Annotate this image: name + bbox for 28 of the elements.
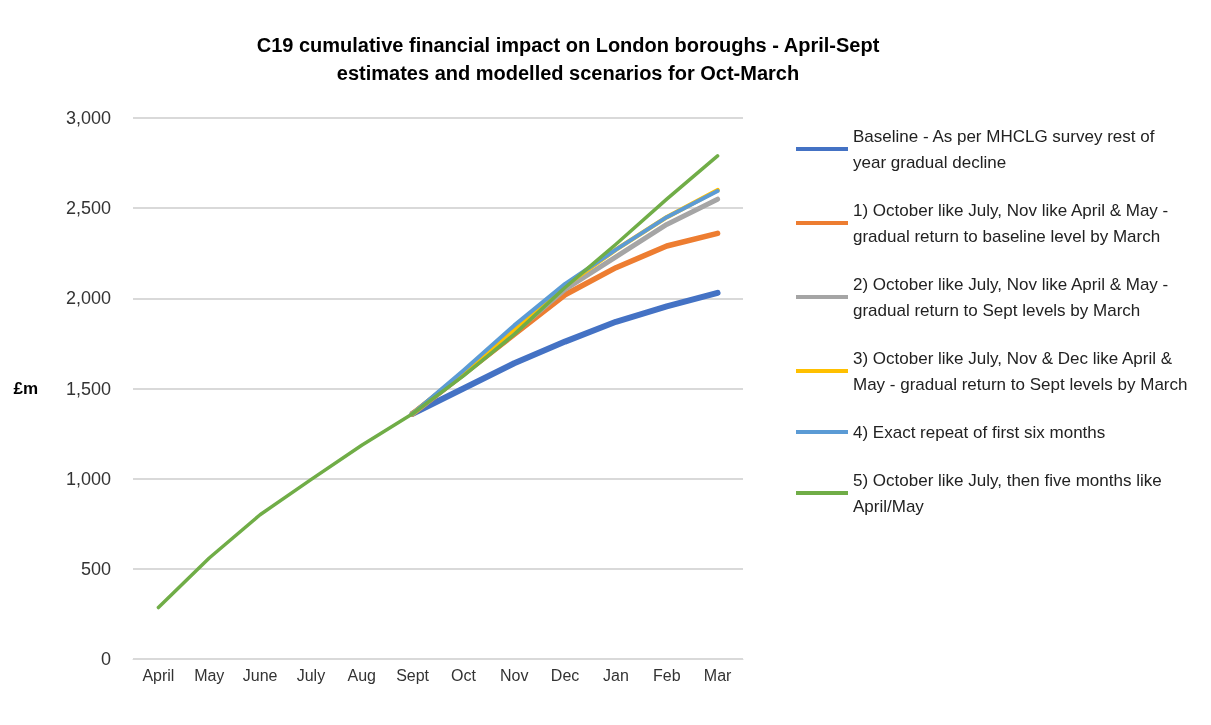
x-tick-label: June — [242, 666, 278, 684]
x-tick-label: Mar — [703, 666, 733, 684]
x-tick-label: April — [142, 666, 175, 684]
y-tick-label: 500 — [80, 558, 111, 579]
y-tick-label: 2,000 — [65, 288, 111, 309]
x-tick-label: Jan — [603, 666, 629, 684]
legend-label: 5) October like July, then five months like April/May — [853, 470, 1167, 516]
chart-title: C19 cumulative financial impact on London boroughs - April-Sept estimates and modelled scenarios for Oct-March — [256, 34, 880, 84]
legend-label: 3) October like July, Nov & Dec like April & May - gradual return to Sept levels by March — [853, 348, 1188, 394]
x-tick-label: Oct — [450, 666, 477, 684]
x-tick-label: Aug — [347, 666, 376, 684]
y-tick-label: 1,500 — [65, 378, 111, 399]
y-tick-label: 2,500 — [65, 198, 111, 219]
x-tick-label: May — [194, 666, 225, 684]
y-tick-label: 0 — [100, 649, 111, 669]
x-tick-label: July — [296, 666, 326, 684]
legend-label: 2) October like July, Nov like April & May - gradual return to Sept levels by March — [853, 274, 1173, 320]
x-tick-label: Feb — [652, 666, 681, 684]
legend-label: 1) October like July, Nov like April & May - gradual return to baseline level by March — [853, 200, 1173, 246]
legend-label: 4) Exact repeat of first six months — [853, 422, 1106, 442]
y-tick-label: 1,000 — [65, 468, 111, 489]
line-series — [156, 154, 720, 610]
legend-label: Baseline - As per MHCLG survey rest of year gradual decline — [853, 126, 1160, 172]
y-tick-label: 3,000 — [65, 108, 111, 128]
x-tick-label: Nov — [500, 666, 529, 684]
y-axis-title: £m — [13, 379, 38, 398]
x-tick-label: Sept — [396, 666, 430, 684]
x-tick-label: Dec — [550, 666, 580, 684]
